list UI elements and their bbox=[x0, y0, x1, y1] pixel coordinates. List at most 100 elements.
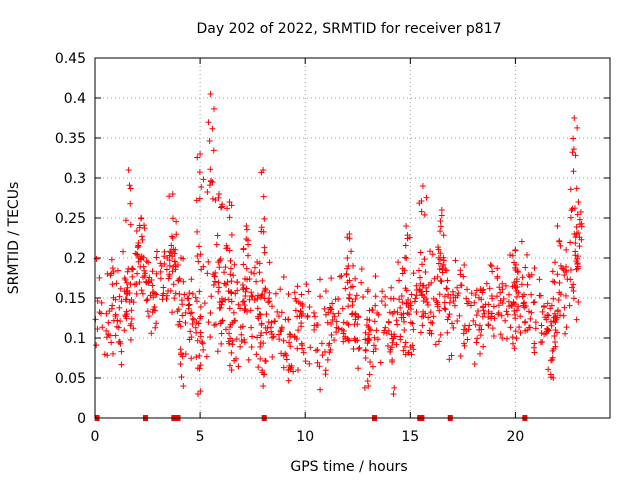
data-point bbox=[556, 238, 563, 245]
data-point bbox=[460, 340, 467, 347]
data-point bbox=[413, 292, 420, 299]
data-point bbox=[371, 342, 378, 349]
data-point bbox=[287, 331, 294, 338]
data-point bbox=[475, 308, 482, 315]
data-point bbox=[103, 310, 110, 317]
data-point bbox=[342, 285, 349, 292]
y-axis-label: SRMTID / TECUs bbox=[6, 182, 22, 295]
data-point bbox=[109, 302, 116, 309]
data-point bbox=[228, 231, 235, 238]
data-point bbox=[205, 258, 212, 265]
data-point bbox=[498, 312, 505, 319]
data-point bbox=[544, 326, 551, 333]
axis-ticks: 0 0.05 0.1 0.15 0.2 0.25 0.3 0.35 0.4 0.45 0 5 10 15 2… bbox=[55, 51, 610, 445]
data-point bbox=[216, 257, 223, 264]
data-point bbox=[344, 265, 351, 272]
data-point bbox=[214, 232, 221, 239]
data-point bbox=[351, 335, 358, 342]
data-point bbox=[109, 265, 116, 272]
data-point bbox=[125, 167, 132, 173]
data-point bbox=[346, 295, 353, 302]
data-point bbox=[200, 176, 207, 183]
data-point bbox=[227, 257, 234, 264]
data-point bbox=[423, 284, 430, 291]
data-point bbox=[190, 316, 197, 323]
data-point bbox=[446, 356, 453, 363]
data-point bbox=[457, 271, 464, 278]
data-point bbox=[241, 302, 248, 309]
data-point bbox=[167, 287, 174, 294]
data-point bbox=[141, 267, 148, 274]
data-point bbox=[427, 319, 434, 326]
data-point bbox=[441, 305, 448, 312]
data-point bbox=[513, 335, 520, 342]
data-point bbox=[545, 366, 552, 373]
data-point bbox=[464, 286, 471, 293]
data-point bbox=[570, 295, 577, 302]
data-point bbox=[261, 249, 268, 256]
data-point bbox=[241, 336, 248, 343]
data-point bbox=[331, 337, 338, 344]
y-tick-label: 0 bbox=[77, 411, 86, 427]
data-point bbox=[568, 207, 575, 214]
data-point bbox=[517, 329, 524, 336]
data-point bbox=[370, 348, 377, 355]
data-point bbox=[193, 197, 200, 204]
data-point bbox=[222, 326, 229, 333]
data-point bbox=[553, 316, 560, 323]
data-point bbox=[130, 325, 137, 332]
data-point bbox=[195, 320, 202, 327]
y-tick-label: 0.3 bbox=[64, 171, 86, 187]
data-point bbox=[203, 353, 210, 360]
data-point bbox=[176, 318, 183, 325]
data-point bbox=[445, 313, 452, 320]
data-point bbox=[524, 251, 531, 258]
data-point bbox=[444, 329, 451, 336]
data-point bbox=[206, 137, 213, 144]
data-point bbox=[356, 344, 363, 351]
data-point bbox=[416, 200, 423, 207]
data-point bbox=[215, 288, 222, 295]
data-point bbox=[163, 295, 170, 302]
data-point bbox=[472, 321, 479, 328]
data-point bbox=[160, 284, 167, 291]
data-point bbox=[270, 333, 277, 340]
data-point bbox=[129, 273, 136, 280]
data-point bbox=[247, 307, 254, 314]
data-point bbox=[532, 325, 539, 332]
data-point bbox=[99, 324, 106, 331]
data-point bbox=[429, 320, 436, 327]
data-point bbox=[196, 288, 203, 295]
data-point bbox=[209, 195, 216, 202]
data-point bbox=[257, 343, 264, 350]
data-point bbox=[387, 295, 394, 302]
data-point bbox=[170, 263, 177, 270]
data-point bbox=[188, 309, 195, 316]
data-point bbox=[531, 344, 538, 351]
data-point bbox=[128, 307, 135, 314]
data-point bbox=[438, 207, 445, 213]
data-point bbox=[427, 248, 434, 255]
data-point bbox=[476, 326, 483, 333]
data-point bbox=[138, 287, 145, 294]
data-point bbox=[228, 289, 235, 296]
data-point bbox=[178, 254, 185, 261]
x-axis-label: GPS time / hours bbox=[290, 459, 407, 475]
data-point bbox=[277, 327, 284, 334]
data-point bbox=[335, 295, 342, 302]
data-point bbox=[393, 341, 400, 348]
data-point bbox=[253, 351, 260, 358]
data-point bbox=[225, 296, 232, 303]
x-tick-label: 10 bbox=[296, 429, 314, 445]
data-point bbox=[522, 327, 529, 334]
data-point bbox=[135, 242, 142, 249]
data-point bbox=[238, 331, 245, 338]
data-point bbox=[96, 274, 103, 281]
data-point bbox=[294, 283, 301, 290]
data-point bbox=[345, 303, 352, 310]
data-point bbox=[324, 319, 331, 326]
data-point bbox=[513, 293, 520, 300]
data-point bbox=[181, 291, 188, 298]
data-point bbox=[300, 310, 307, 317]
data-point bbox=[437, 223, 444, 230]
